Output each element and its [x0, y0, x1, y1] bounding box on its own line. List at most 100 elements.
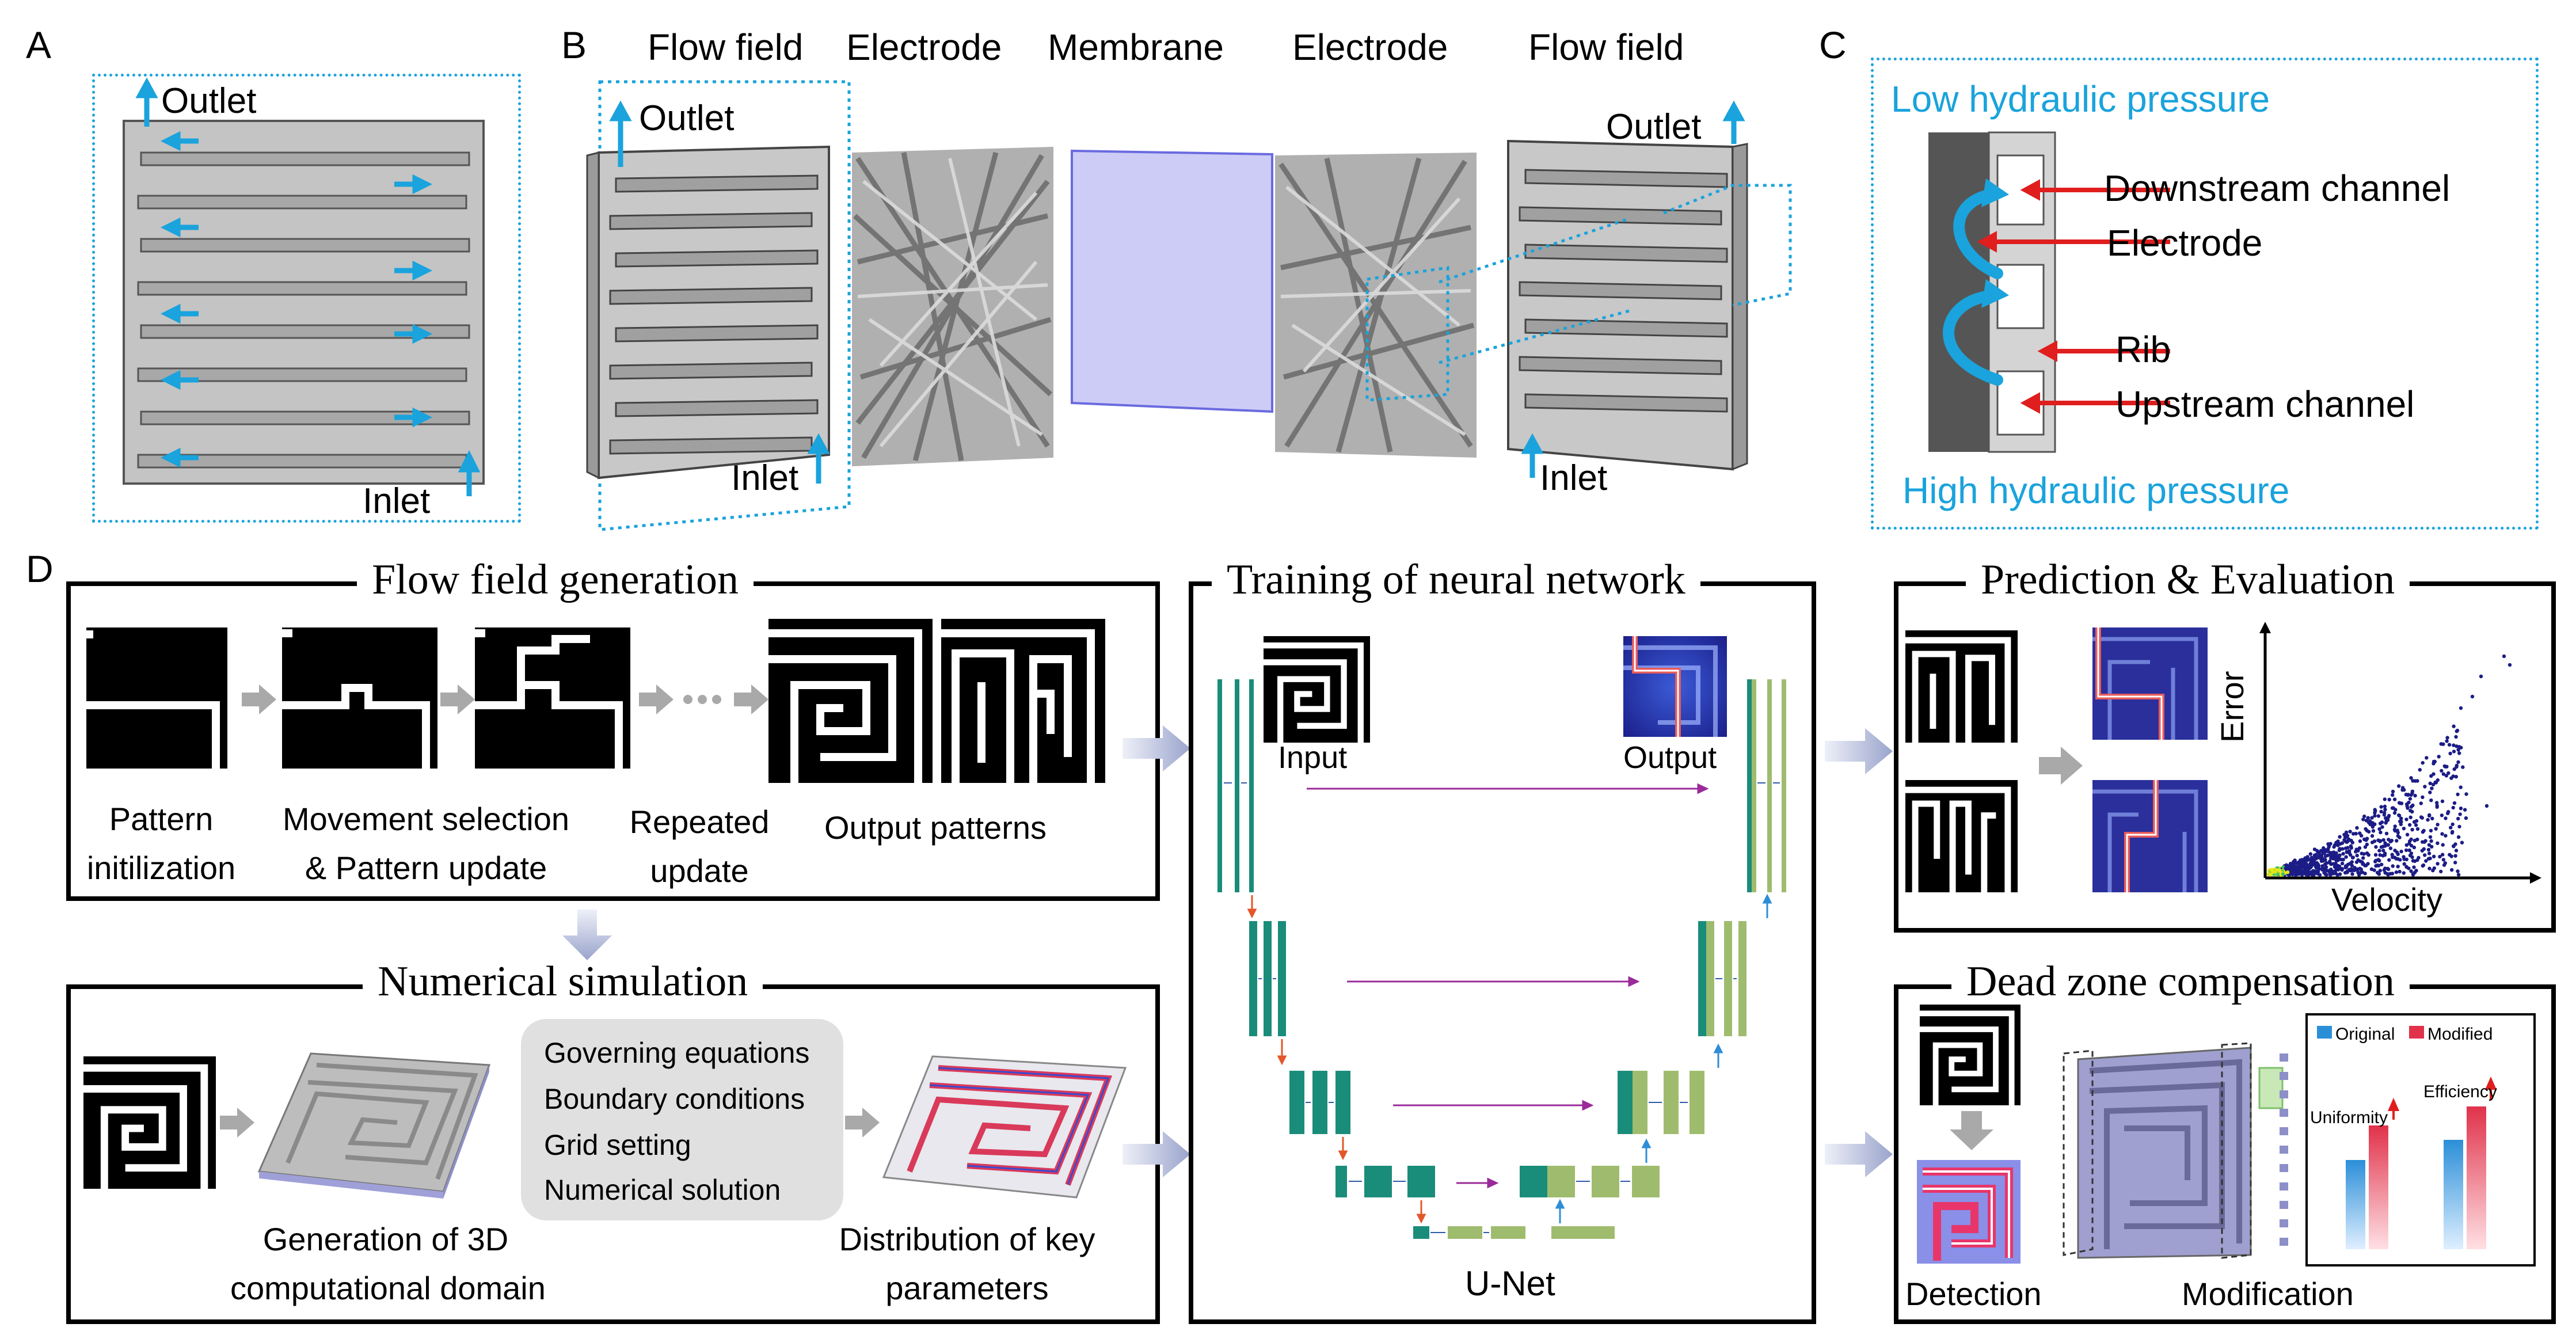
scatter-point: [2381, 838, 2385, 842]
scatter-point: [2354, 860, 2359, 864]
scatter-point: [2317, 866, 2322, 871]
predicted-field-2: [2092, 780, 2208, 892]
scatter-point: [2454, 849, 2459, 853]
caption-repeated-1: Repeated: [629, 804, 770, 840]
downstream-channel-label: Downstream channel: [2104, 168, 2451, 209]
scatter-point: [2404, 802, 2409, 807]
scatter-point: [2362, 814, 2366, 819]
scatter-point: [2429, 774, 2433, 778]
rib-label: Rib: [2115, 329, 2171, 370]
scatter-point: [2446, 771, 2451, 775]
caption-movement-1: Movement selection: [282, 801, 569, 837]
scatter-point: [2410, 828, 2414, 832]
prediction-pattern-1: [1905, 630, 2018, 743]
scatter-point: [2363, 845, 2368, 849]
scatter-point: [2373, 813, 2377, 818]
scatter-point: [2379, 830, 2383, 835]
scatter-point: [2348, 830, 2352, 834]
scatter-point: [2378, 839, 2382, 843]
unet-input-label: Input: [1278, 740, 1348, 775]
scatter-point: [2441, 843, 2445, 847]
scatter-point: [2484, 804, 2489, 808]
scatter-point: [2422, 828, 2426, 833]
scatter-point: [2432, 854, 2436, 858]
scatter-point: [2451, 805, 2455, 810]
legend-modified-swatch: [2409, 1026, 2424, 1039]
scatter-point: [2371, 829, 2376, 833]
scatter-point: [2385, 866, 2390, 870]
header-electrode-right: Electrode: [1292, 26, 1448, 68]
scatter-point: [2387, 838, 2391, 842]
scatter-point: [2436, 778, 2440, 782]
legend-modified-label: Modified: [2427, 1025, 2493, 1044]
scatter-point: [2376, 814, 2381, 818]
prediction-arrow: [2039, 747, 2083, 785]
scatter-point: [2395, 839, 2399, 843]
scatter-point: [2388, 872, 2392, 876]
modification-label: Modification: [2182, 1276, 2354, 1312]
dead-zone-input-pattern: [1920, 1005, 2021, 1105]
caption-movement-2: & Pattern update: [305, 850, 547, 886]
scatter-point: [2336, 839, 2340, 843]
scatter-point: [2455, 763, 2459, 767]
scatter-point: [2281, 872, 2285, 876]
scatter-point: [2414, 819, 2419, 823]
output-pattern-image-2: [941, 619, 1105, 783]
scatter-point: [2361, 817, 2365, 821]
scatter-point: [2324, 861, 2328, 865]
scatter-point: [2422, 847, 2426, 851]
scatter-point: [2379, 805, 2383, 809]
membrane-sheet: [1071, 149, 1273, 413]
scatter-point: [2453, 842, 2457, 846]
scatter-point: [2444, 816, 2448, 820]
scatter-point: [2337, 854, 2341, 858]
uniformity-label: Uniformity: [2310, 1108, 2388, 1127]
scatter-point: [2456, 873, 2461, 877]
scatter-point: [2378, 853, 2382, 857]
scatter-point: [2309, 862, 2314, 866]
pattern-repeat-image: [475, 627, 630, 769]
scatter-point: [2341, 847, 2345, 851]
bars: [2346, 1106, 2486, 1249]
scatter-point: [2384, 831, 2389, 836]
scatter-point: [2328, 870, 2332, 875]
scatter-point: [2340, 861, 2345, 866]
scatter-point: [2456, 869, 2460, 873]
scatter-point: [2407, 842, 2411, 846]
scatter-point: [2410, 789, 2415, 793]
scatter-point: [2424, 859, 2428, 863]
scatter-point: [2402, 871, 2406, 875]
scatter-point: [2303, 859, 2307, 863]
detection-down-arrow: [1950, 1111, 1993, 1150]
scatter-point: [2389, 838, 2394, 843]
scatter-point: [2372, 868, 2376, 872]
scatter-point: [2404, 817, 2408, 821]
caption-3d-domain-2: computational domain: [230, 1270, 546, 1306]
scatter-point: [2350, 840, 2354, 845]
scatter-point: [2423, 839, 2427, 843]
scatter-point: [2383, 851, 2387, 855]
scatter-point: [2366, 853, 2370, 857]
inlet-label-a: Inlet: [363, 481, 431, 521]
uniformity-efficiency-bar-chart: [2317, 1026, 2497, 1249]
pattern-init-image: [86, 627, 227, 769]
scatter-point: [2445, 765, 2449, 769]
scatter-point: [2274, 868, 2278, 872]
scatter-point: [2373, 853, 2378, 857]
scatter-point: [2435, 804, 2439, 808]
scatter-point: [2426, 847, 2431, 852]
scatter-point: [2464, 792, 2468, 796]
scatter-point: [2334, 858, 2338, 862]
key-parameter-distribution: [882, 1055, 1127, 1199]
scatter-point: [2396, 865, 2400, 869]
scatter-point: [2396, 831, 2400, 835]
scatter-point: [2361, 862, 2365, 866]
scatter-point: [2418, 768, 2422, 772]
unet-output-velocity-field: [1623, 636, 1727, 737]
caption-output-patterns: Output patterns: [824, 809, 1047, 846]
upstream-channel-label: Upstream channel: [2115, 383, 2415, 425]
scatter-point: [2456, 748, 2460, 752]
scatter-x-axis-arrow: [2530, 872, 2541, 884]
scatter-point: [2338, 847, 2342, 851]
computational-domain-3d: [257, 1052, 491, 1199]
